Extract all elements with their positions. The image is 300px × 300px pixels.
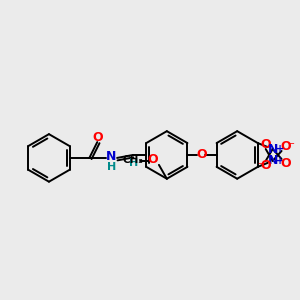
Text: N: N <box>268 154 278 167</box>
Text: +: + <box>275 144 284 154</box>
Text: H: H <box>106 162 116 172</box>
Text: O: O <box>280 158 291 170</box>
Text: O: O <box>92 130 103 144</box>
Text: CH₃: CH₃ <box>123 155 144 165</box>
Text: O: O <box>148 153 158 167</box>
Text: O: O <box>260 159 271 172</box>
Text: H: H <box>129 158 139 168</box>
Text: +: + <box>275 156 284 166</box>
Text: O: O <box>280 140 291 152</box>
Text: O: O <box>196 148 207 161</box>
Text: ⁻: ⁻ <box>289 141 294 151</box>
Text: N: N <box>106 150 116 164</box>
Text: N: N <box>268 142 278 155</box>
Text: O: O <box>260 138 271 151</box>
Text: ⁻: ⁻ <box>257 161 263 171</box>
